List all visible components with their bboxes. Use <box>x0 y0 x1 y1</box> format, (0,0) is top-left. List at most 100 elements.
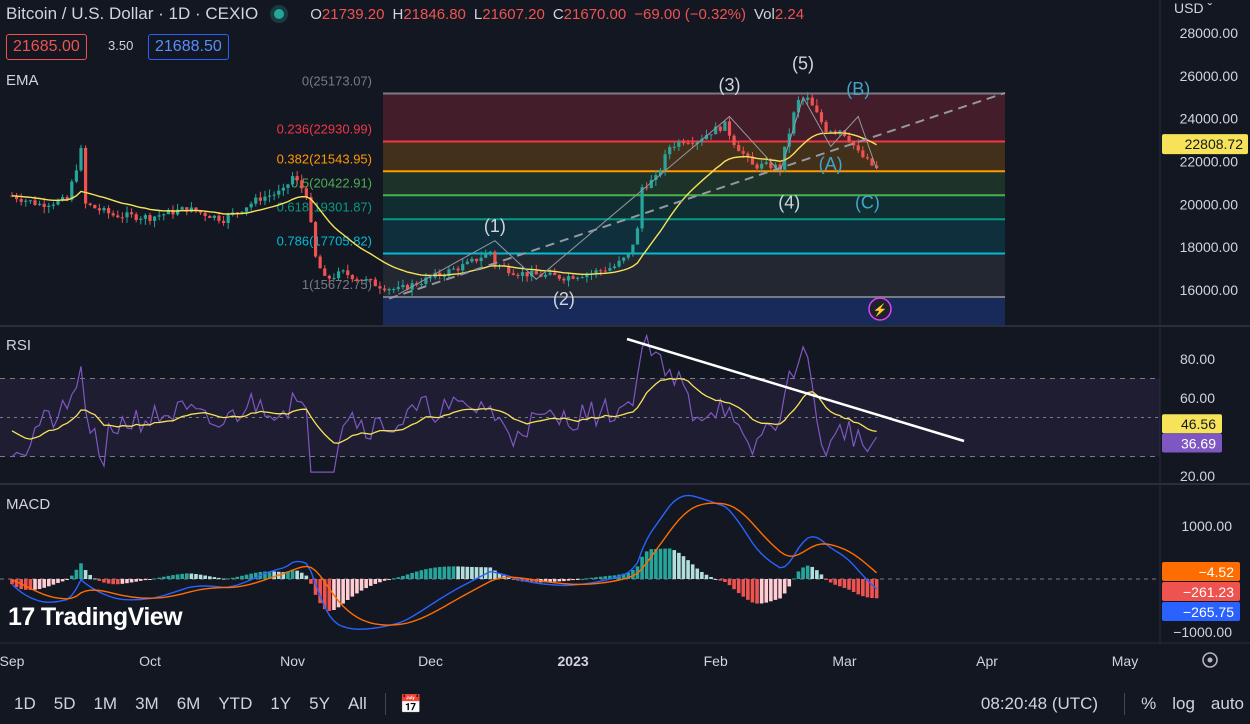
macd-histogram-bar <box>686 560 690 579</box>
elliott-wave-label: (4) <box>778 193 800 213</box>
macd-histogram-bar <box>598 576 603 579</box>
range-button-5d[interactable]: 5D <box>53 694 76 713</box>
range-button-3m[interactable]: 3M <box>135 694 159 713</box>
candle-body <box>249 203 253 208</box>
macd-pane-label[interactable]: MACD <box>6 496 51 513</box>
macd-histogram-bar <box>327 579 332 611</box>
range-button-5y[interactable]: 5Y <box>309 694 330 713</box>
candle-body <box>875 165 879 168</box>
candle-body <box>102 208 106 211</box>
fib-zone <box>383 219 1005 254</box>
macd-histogram-bar <box>621 573 626 579</box>
clock-readout[interactable]: 08:20:48 (UTC) <box>980 694 1099 713</box>
candle-body <box>438 272 442 276</box>
candle-body <box>470 258 474 262</box>
candle-body <box>833 131 837 133</box>
elliott-wave-path <box>398 96 878 295</box>
macd-histogram-bar <box>667 548 672 579</box>
currency-selector[interactable]: USD ˇ <box>1174 0 1212 16</box>
volume-value: 2.24 <box>774 5 805 23</box>
macd-histogram-bar <box>493 570 497 579</box>
candle-body <box>332 278 336 280</box>
candle-body <box>272 194 276 196</box>
macd-histogram-bar <box>709 577 713 579</box>
symbol-title[interactable]: Bitcoin / U.S. Dollar · 1D · CEXIO <box>6 4 259 23</box>
bottom-toolbar: 1D 5D 1M 3M 6M YTD 1Y 5Y All 📅 08:20:48 (UTC) % … <box>0 684 1250 724</box>
candle-body <box>566 276 571 281</box>
macd-histogram-bar <box>497 573 502 579</box>
candle-body <box>350 275 354 280</box>
macd-histogram-bar <box>405 574 410 579</box>
rsi-pane-label[interactable]: RSI <box>6 337 32 354</box>
macd-histogram-bar <box>644 551 649 579</box>
macd-histogram-bar <box>125 579 129 584</box>
candle-body <box>424 277 428 284</box>
candle-body <box>281 187 285 191</box>
macd-histogram-bar <box>681 556 686 579</box>
macd-histogram-bar <box>456 566 460 579</box>
candle-body <box>254 197 258 204</box>
macd-histogram-bar <box>272 571 276 579</box>
macd-histogram-bar <box>299 572 304 579</box>
toolbar-divider <box>1124 693 1126 715</box>
macd-histogram-bar <box>700 571 704 579</box>
candle-body <box>364 279 368 281</box>
macd-histogram-bar <box>663 548 667 579</box>
candle-body <box>341 270 345 272</box>
range-button-ytd[interactable]: YTD <box>218 694 253 713</box>
candle-body <box>295 176 299 181</box>
macd-histogram-bar <box>212 577 217 579</box>
chart-canvas[interactable]: 0(25173.07) 0.236(22930.99) 0.382(21543.95… <box>0 0 1250 684</box>
macd-histogram-bar <box>138 579 143 581</box>
tradingview-logo[interactable]: 17 TradingView <box>8 603 183 632</box>
candle-body <box>396 287 400 289</box>
toolbar-divider <box>384 693 386 715</box>
macd-histogram-bar <box>704 574 709 579</box>
macd-histogram-bar <box>263 571 267 579</box>
sell-price-button[interactable]: 21685.00 <box>6 34 87 60</box>
candle-body <box>240 211 244 213</box>
rsi-line <box>11 333 878 473</box>
elliott-wave-label: (5) <box>792 53 814 73</box>
candle-body <box>309 196 313 223</box>
candle-body <box>861 150 865 158</box>
macd-histogram-bar <box>723 579 727 582</box>
buy-price-button[interactable]: 21688.50 <box>148 34 229 60</box>
macd-histogram-bar <box>102 579 106 583</box>
candle-body <box>474 258 479 262</box>
macd-histogram-bar <box>14 579 19 588</box>
candlestick-series <box>10 92 879 296</box>
macd-histogram-bar <box>506 577 511 579</box>
gear-icon <box>1202 652 1218 668</box>
candle-body <box>189 207 193 212</box>
candle-body <box>704 135 709 140</box>
log-scale-toggle[interactable]: log <box>1172 694 1195 713</box>
macd-histogram-bar <box>281 572 286 579</box>
lightning-icon <box>868 297 892 321</box>
macd-histogram-bar <box>773 579 778 600</box>
candle-body <box>672 146 676 148</box>
range-button-all[interactable]: All <box>347 694 367 713</box>
candle-body <box>79 147 83 171</box>
macd-histogram-bar <box>23 579 28 590</box>
macd-histogram-bar <box>815 570 819 579</box>
range-button-1y[interactable]: 1Y <box>270 694 292 713</box>
candle-body <box>226 214 230 224</box>
rsi-value-label: 46.56 <box>1181 416 1216 432</box>
candle-body <box>769 162 773 169</box>
ohlc-key: O <box>310 5 322 23</box>
candle-body <box>737 145 741 152</box>
candle-body <box>355 279 359 281</box>
candle-body <box>796 100 801 113</box>
candle-body <box>520 272 525 276</box>
range-button-1d[interactable]: 1D <box>14 694 36 713</box>
range-button-1m[interactable]: 1M <box>93 694 118 713</box>
ema-pane-label[interactable]: EMA <box>6 72 39 89</box>
candle-body <box>74 170 78 182</box>
macd-histogram-bar <box>286 571 290 579</box>
calendar-range-icon[interactable]: 📅 <box>399 693 423 714</box>
range-button-6m[interactable]: 6M <box>176 694 201 713</box>
percent-scale-toggle[interactable]: % <box>1141 694 1157 713</box>
macd-histogram-bar <box>525 579 529 583</box>
auto-scale-toggle[interactable]: auto <box>1210 694 1244 713</box>
